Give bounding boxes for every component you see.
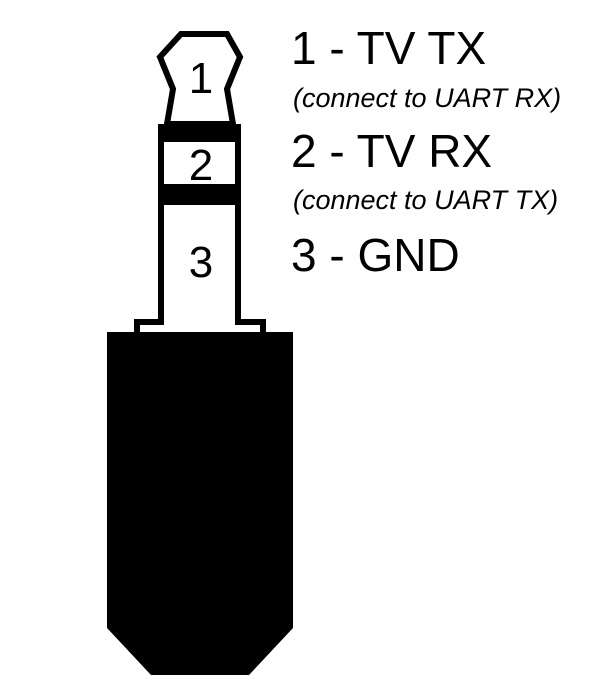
pin-3-label: 3 - GND bbox=[291, 229, 460, 281]
insulator-ring-2 bbox=[158, 187, 241, 202]
pin-1-label: 1 - TV TX bbox=[291, 22, 487, 74]
plug-body bbox=[107, 332, 293, 675]
sleeve-segment-number: 3 bbox=[189, 238, 213, 287]
pin-1-note: (connect to UART RX) bbox=[293, 83, 562, 113]
insulator-ring-1 bbox=[158, 124, 241, 139]
ring-segment-number: 2 bbox=[189, 141, 213, 190]
pin-2-note: (connect to UART TX) bbox=[293, 185, 559, 215]
tip-segment-number: 1 bbox=[189, 54, 213, 103]
pin-2-label: 2 - TV RX bbox=[291, 125, 493, 177]
